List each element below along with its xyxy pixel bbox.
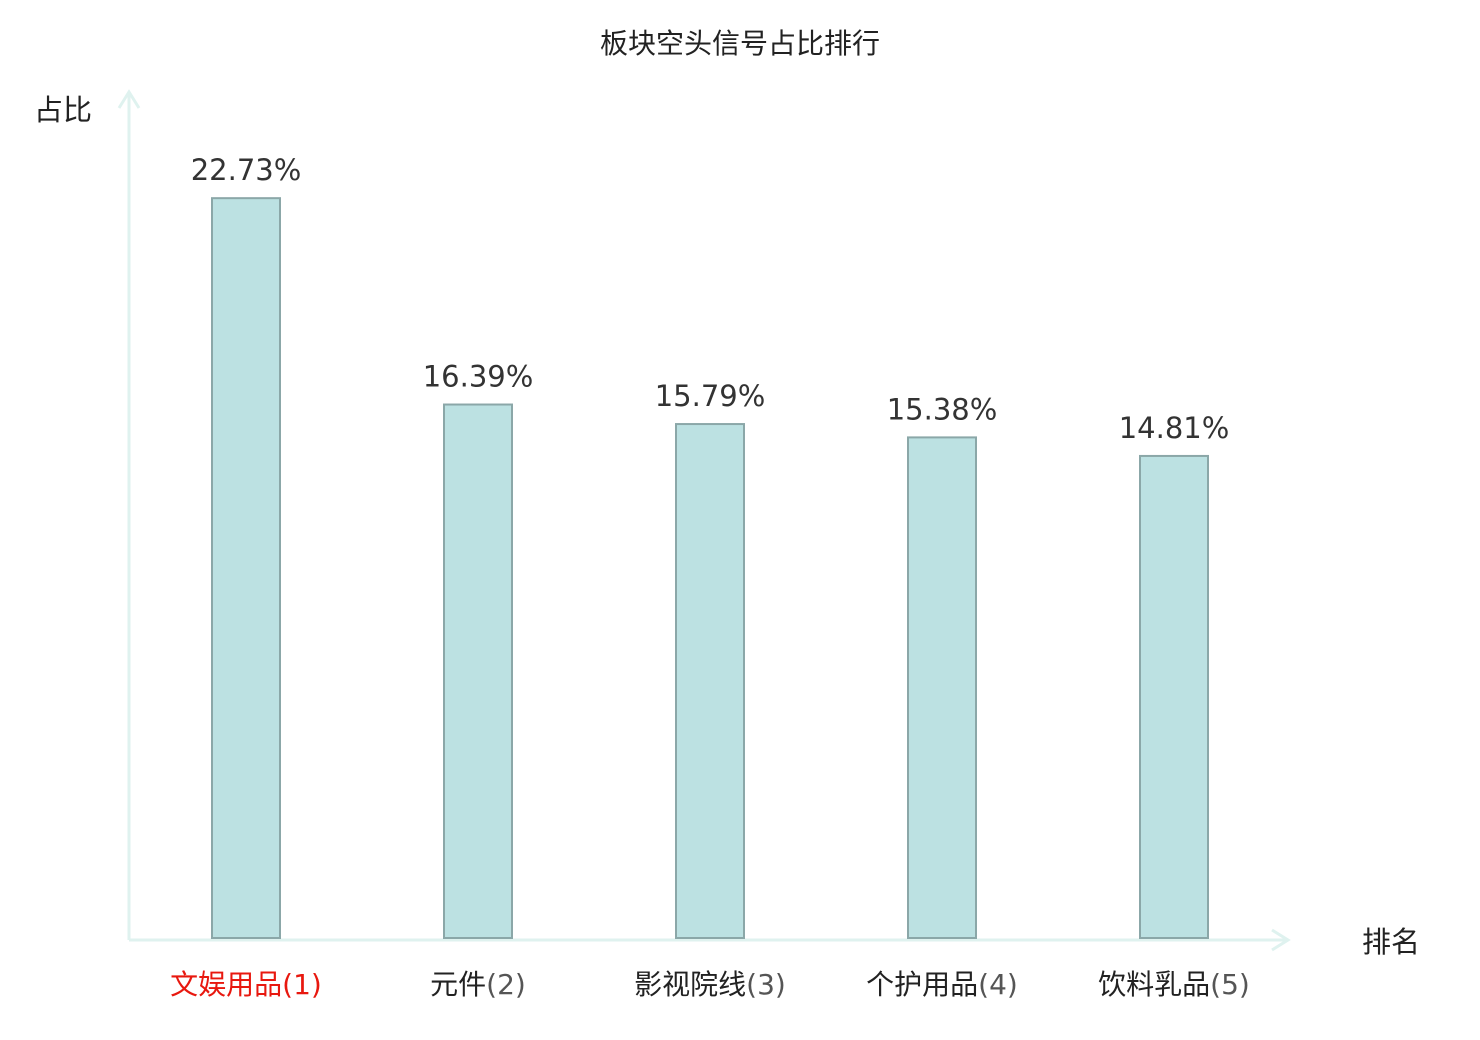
category-name: 个护用品 xyxy=(866,968,978,1001)
bar-value-label-3: 15.79% xyxy=(655,379,766,413)
bar-value-label-5: 14.81% xyxy=(1119,411,1230,445)
y-axis-arrow-icon xyxy=(117,89,141,109)
bar-1 xyxy=(211,197,281,940)
category-rank: (2) xyxy=(486,968,526,1001)
category-label-5: 饮料乳品(5) xyxy=(1098,968,1250,1001)
category-rank: (4) xyxy=(978,968,1018,1001)
bar-2 xyxy=(443,403,513,940)
bar-3 xyxy=(675,423,745,940)
bar-4 xyxy=(907,436,977,939)
x-axis-label: 排名 xyxy=(1362,925,1420,959)
chart-title: 板块空头信号占比排行 xyxy=(600,27,880,60)
category-name: 文娱用品 xyxy=(170,968,282,1001)
category-label-2: 元件(2) xyxy=(430,968,526,1001)
bar-series: 22.73% 文娱用品(1) 16.39% 元件(2) 15.79% 影视院线(3) 15.… xyxy=(170,153,1250,1001)
category-label-3: 影视院线(3) xyxy=(634,968,786,1001)
x-axis-arrow-icon xyxy=(1271,928,1291,952)
bar-value-label-4: 15.38% xyxy=(887,392,998,426)
bar-value-label-2: 16.39% xyxy=(423,360,534,394)
category-label-4: 个护用品(4) xyxy=(866,968,1018,1001)
category-label-1: 文娱用品(1) xyxy=(170,968,322,1001)
category-name: 元件 xyxy=(430,968,486,1001)
y-axis-label: 占比 xyxy=(34,93,92,127)
category-name: 饮料乳品 xyxy=(1098,968,1210,1001)
bar-value-label-1: 22.73% xyxy=(191,153,302,187)
category-rank: (3) xyxy=(746,968,786,1001)
bar-5 xyxy=(1139,454,1209,939)
category-name: 影视院线 xyxy=(634,968,746,1001)
category-rank: (1) xyxy=(282,968,322,1001)
category-rank: (5) xyxy=(1210,968,1250,1001)
